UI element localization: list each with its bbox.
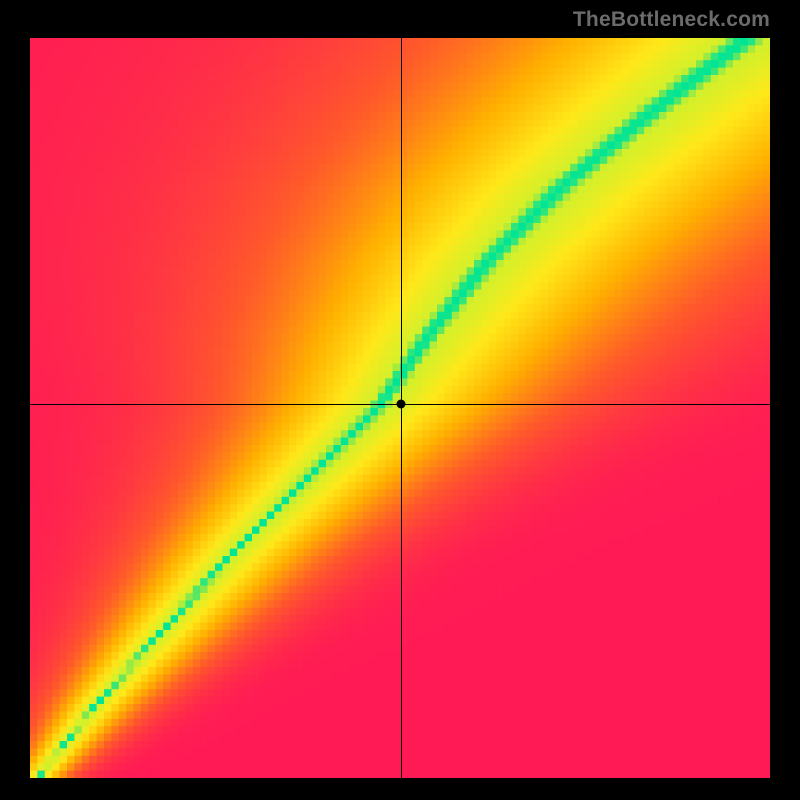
chart-container: TheBottleneck.com (0, 0, 800, 800)
watermark-text: TheBottleneck.com (573, 8, 770, 32)
heatmap-plot (30, 38, 770, 778)
data-point-marker (396, 400, 405, 409)
